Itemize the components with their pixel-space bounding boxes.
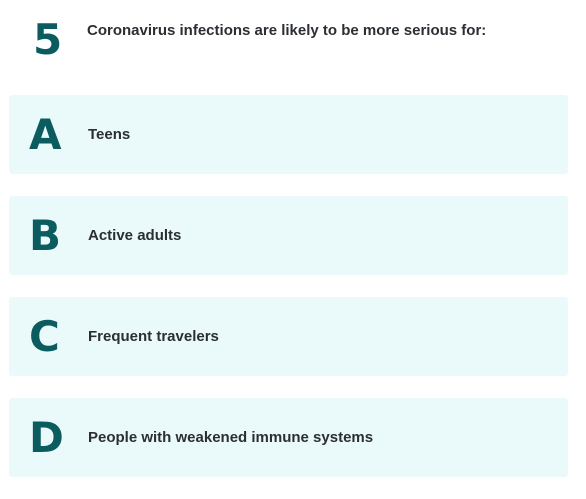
answer-option-b[interactable]: B Active adults xyxy=(9,196,568,275)
option-letter: A xyxy=(29,110,62,159)
answer-option-d[interactable]: D People with weakened immune systems xyxy=(9,398,568,477)
option-letter: C xyxy=(29,312,60,361)
option-text: People with weakened immune systems xyxy=(88,429,374,446)
option-text: Teens xyxy=(88,126,131,143)
option-letter: D xyxy=(29,413,64,462)
answer-options: A Teens B Active adults C Frequent trave… xyxy=(9,95,568,499)
question-number: 5 xyxy=(33,15,63,64)
answer-option-c[interactable]: C Frequent travelers xyxy=(9,297,568,376)
option-text: Frequent travelers xyxy=(88,328,219,345)
answer-option-a[interactable]: A Teens xyxy=(9,95,568,174)
option-letter: B xyxy=(29,211,62,260)
option-text: Active adults xyxy=(88,227,182,244)
question-block: 5 Coronavirus infections are likely to b… xyxy=(0,0,586,80)
question-text: Coronavirus infections are likely to be … xyxy=(87,22,487,39)
